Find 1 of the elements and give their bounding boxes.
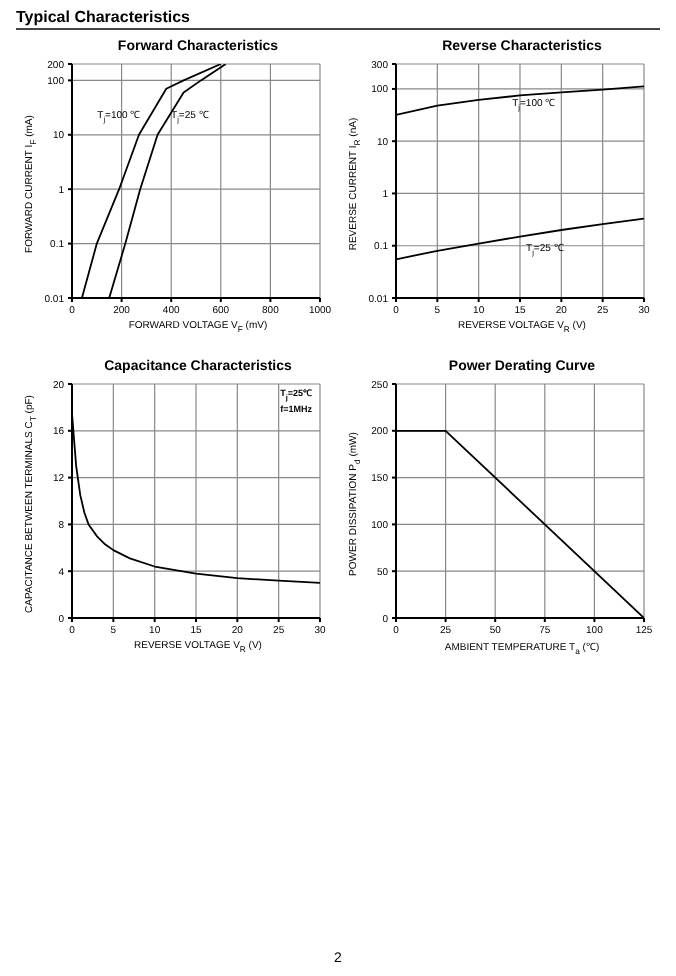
text: Typical Characteristics	[16, 8, 660, 30]
